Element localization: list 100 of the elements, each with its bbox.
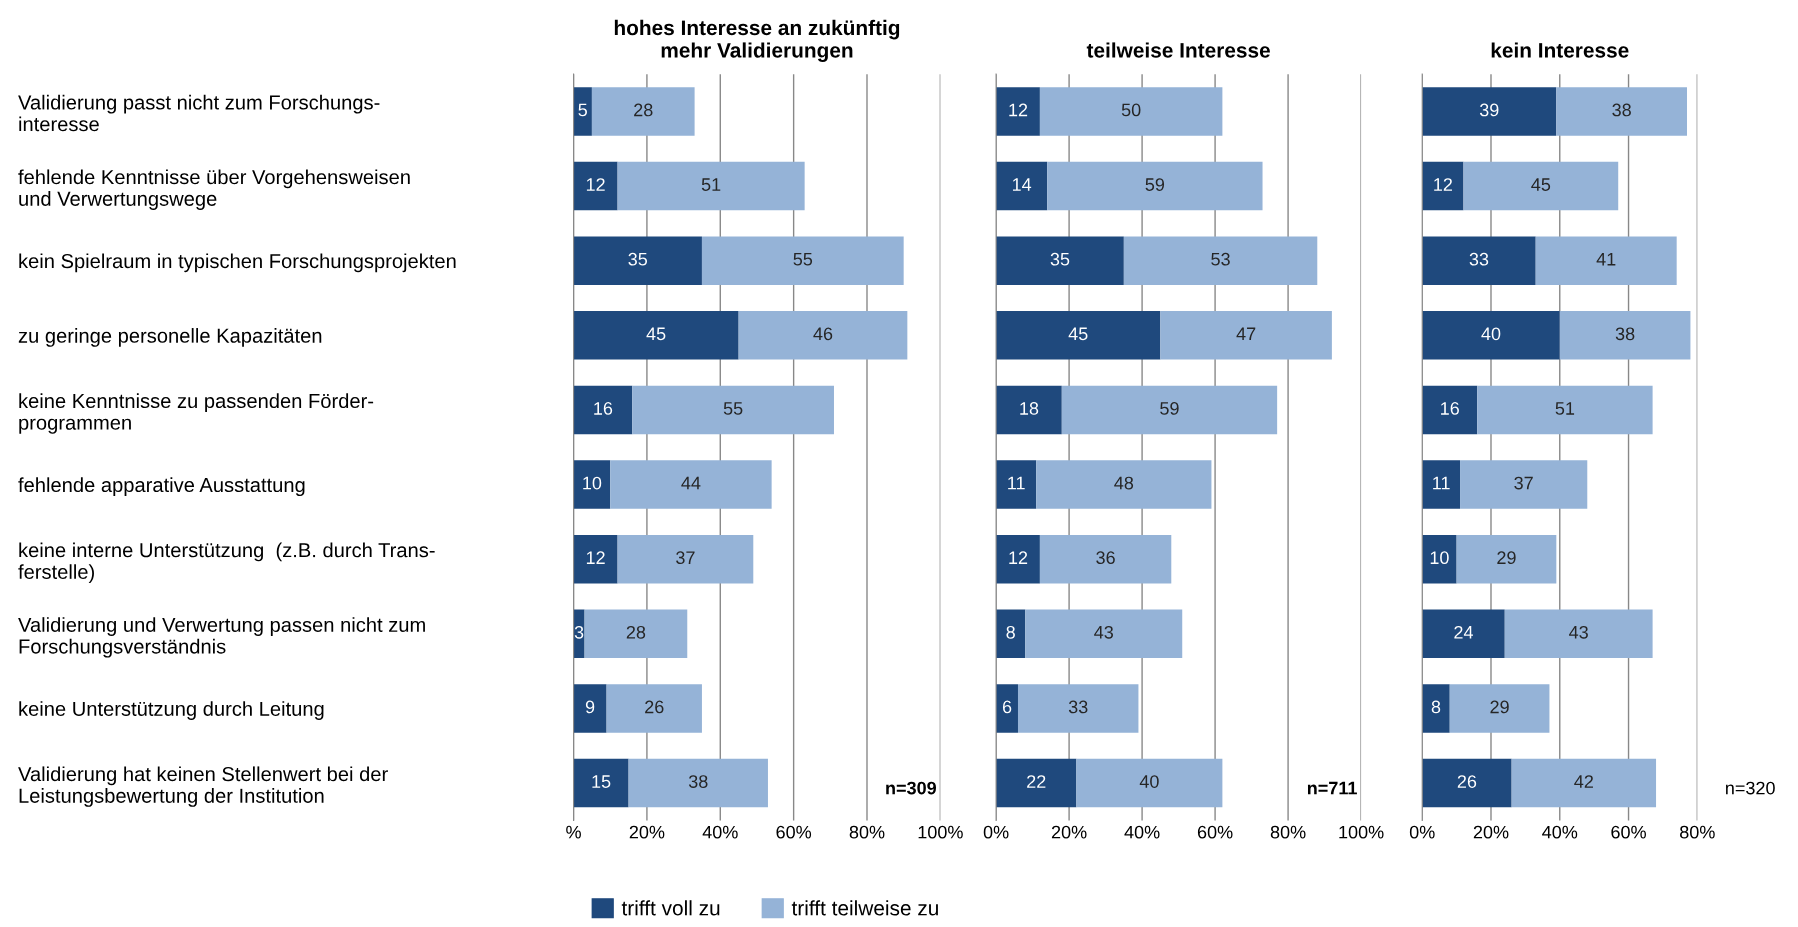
bar	[996, 385, 1062, 435]
bar	[591, 87, 695, 136]
text: n=320	[1726, 781, 1775, 795]
bar	[606, 684, 702, 733]
bar	[1511, 758, 1657, 808]
data-label: 55	[793, 252, 813, 266]
x-tick-label: 0%	[983, 825, 1009, 839]
data-label: 48	[1114, 476, 1134, 490]
data-label: 45	[1531, 178, 1551, 191]
bar	[996, 236, 1124, 285]
data-label: 12	[586, 178, 605, 191]
data-label: 16	[1441, 402, 1459, 415]
data-label: 59	[1160, 402, 1179, 415]
bar	[1039, 534, 1172, 584]
x-tick-label: %	[566, 825, 581, 839]
data-label: 8	[1006, 625, 1015, 639]
data-label: 51	[1555, 402, 1575, 415]
data-label: 44	[681, 476, 701, 490]
y-tick-label: fehlende Kenntnisse über Vorgehensweisen und Verwertungswege	[18, 169, 410, 210]
bar	[996, 609, 1026, 659]
data-label: 12	[1434, 178, 1452, 191]
data-label: 51	[701, 178, 721, 191]
data-label: 38	[1612, 103, 1631, 117]
bar	[738, 311, 908, 360]
bar	[1160, 311, 1332, 360]
data-label: 5	[578, 103, 587, 117]
data-label: 9	[585, 700, 595, 714]
bar	[1076, 758, 1223, 808]
data-label: 41	[1596, 252, 1616, 266]
bar	[1422, 385, 1478, 435]
data-label: 43	[1569, 625, 1588, 639]
bar	[1422, 161, 1464, 211]
bar	[573, 534, 618, 584]
data-label: 33	[1469, 252, 1489, 266]
data-label: 35	[628, 252, 648, 266]
data-label: 39	[1479, 103, 1499, 117]
y-tick-label: fehlende apparative Ausstattung	[18, 477, 305, 497]
bar	[617, 534, 754, 584]
chart-title: teilweise Interesse	[1086, 42, 1270, 58]
y-tick-label: keine Kenntnisse zu passenden Förder- programmen	[19, 393, 374, 434]
bar	[1422, 684, 1450, 733]
data-label: 29	[1490, 700, 1509, 714]
x-tick-label: 80%	[1680, 825, 1715, 839]
bar	[573, 311, 739, 360]
bar	[1061, 385, 1278, 435]
bar	[996, 460, 1037, 509]
data-label: 10	[583, 476, 602, 490]
bar	[610, 460, 772, 509]
bar	[1039, 87, 1223, 136]
data-label: 37	[676, 551, 695, 565]
bar	[1504, 609, 1653, 659]
bar	[632, 385, 834, 435]
bar	[996, 534, 1040, 584]
bar	[701, 236, 904, 285]
bar	[573, 460, 611, 509]
y-tick-label: Validierung und Verwertung passen nicht zum Forschungsverständnis	[18, 617, 425, 658]
x-tick-label: 80%	[1270, 825, 1306, 839]
x-tick-label: 60%	[1611, 825, 1646, 839]
bar	[573, 684, 607, 733]
data-label: 55	[723, 402, 743, 415]
x-tick-label: 20%	[1051, 825, 1087, 839]
data-label: 11	[1433, 476, 1450, 490]
bar	[1559, 311, 1691, 360]
data-label: 47	[1236, 327, 1256, 341]
x-tick-label: 60%	[776, 825, 812, 839]
data-label: 53	[1211, 252, 1230, 266]
data-label: 12	[1009, 551, 1028, 564]
y-tick-label: kein Spielraum in typischen Forschungsprojekten	[19, 253, 456, 273]
bar	[573, 161, 618, 211]
bar	[996, 758, 1077, 808]
data-label: 11	[1008, 476, 1025, 490]
data-label: 45	[1068, 327, 1088, 341]
bar	[628, 758, 768, 808]
x-tick-label: 0%	[1409, 825, 1435, 839]
data-label: 37	[1514, 476, 1533, 490]
data-label: 26	[645, 700, 664, 714]
data-label: 42	[1574, 775, 1593, 788]
bar	[1535, 236, 1677, 285]
bar	[1123, 236, 1318, 285]
data-label: 16	[594, 402, 613, 415]
data-label: 10	[1430, 551, 1449, 565]
data-label: 28	[634, 103, 653, 117]
data-label: 45	[646, 327, 666, 341]
data-label: 43	[1094, 625, 1114, 639]
bar	[996, 87, 1040, 136]
data-label: 24	[1454, 625, 1473, 639]
bar	[1422, 236, 1536, 285]
data-label: 40	[1139, 775, 1159, 788]
y-tick-label: Validierung passt nicht zum Forschungs- interesse	[18, 94, 380, 132]
data-label: 8	[1431, 700, 1441, 714]
x-tick-label: 80%	[849, 825, 885, 839]
annotation: n=309	[886, 781, 937, 795]
bar	[1047, 161, 1263, 211]
bar	[584, 609, 688, 659]
x-tick-label: 60%	[1197, 825, 1233, 839]
x-tick-label: 40%	[1542, 825, 1578, 839]
x-tick-label: 100%	[918, 825, 963, 839]
y-tick-label: Validierung hat keinen Stellenwert bei der Leistungsbewertung der Institution	[18, 766, 388, 807]
data-label: 26	[1457, 775, 1477, 788]
bar	[573, 385, 633, 435]
